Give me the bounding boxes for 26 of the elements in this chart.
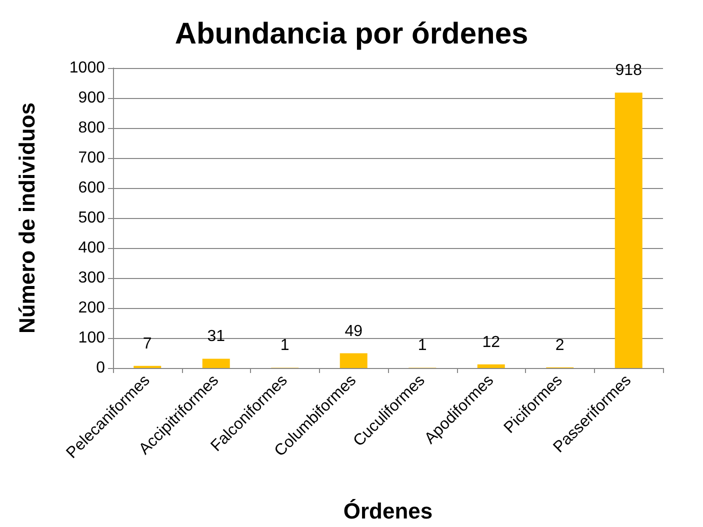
x-axis-title: Órdenes bbox=[343, 498, 433, 524]
y-tick-label: 300 bbox=[78, 270, 106, 286]
y-tick-label: 500 bbox=[78, 210, 106, 226]
y-tick-label: 700 bbox=[78, 150, 106, 166]
y-tick-label: 800 bbox=[78, 120, 106, 136]
y-tick-label: 0 bbox=[96, 360, 106, 376]
data-label: 49 bbox=[344, 322, 363, 340]
data-label: 918 bbox=[615, 62, 642, 80]
data-label: 2 bbox=[555, 336, 564, 354]
y-tick-label: 600 bbox=[78, 180, 106, 196]
data-label: 1 bbox=[280, 337, 290, 354]
data-label: 12 bbox=[482, 334, 500, 351]
data-label: 1 bbox=[418, 337, 427, 354]
y-tick-label: 100 bbox=[78, 330, 106, 346]
bar bbox=[477, 364, 505, 368]
bar bbox=[340, 353, 368, 368]
y-tick-label: 400 bbox=[78, 240, 106, 256]
bar bbox=[202, 358, 230, 368]
y-axis-title: Número de individuos bbox=[14, 102, 40, 334]
y-tick-label: 200 bbox=[78, 300, 106, 316]
y-tick-label: 900 bbox=[78, 90, 106, 106]
y-tick-label: 1000 bbox=[69, 60, 106, 76]
data-label: 31 bbox=[207, 328, 226, 346]
chart-title: Abundancia por órdenes bbox=[174, 18, 528, 50]
bar bbox=[614, 92, 642, 368]
data-label: 7 bbox=[142, 335, 152, 352]
